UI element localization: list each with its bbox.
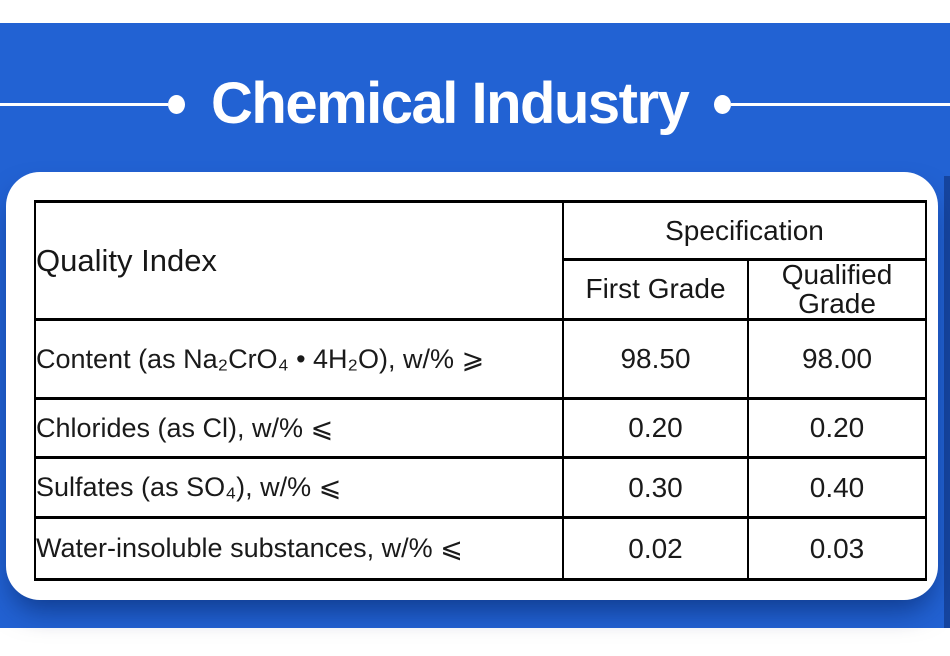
row-label-sulfates: Sulfates (as SO₄), w/% ⩽ [34, 456, 564, 520]
specification-card: Quality Index Specification First Grade … [6, 172, 938, 600]
water-insoluble-first-grade-value: 0.02 [562, 516, 749, 582]
sulfates-first-grade-value: 0.30 [562, 456, 749, 520]
chlorides-qualified-grade-value: 0.20 [746, 397, 928, 460]
water-insoluble-qualified-grade-value: 0.03 [746, 516, 928, 582]
first-grade-column-header: First Grade [562, 257, 749, 322]
table-row-chlorides: Chlorides (as Cl), w/% ⩽ 0.20 0.20 [34, 397, 928, 460]
quality-index-header: Quality Index [34, 199, 564, 322]
row-label-water-insoluble: Water-insoluble substances, w/% ⩽ [34, 516, 564, 582]
content-qualified-grade-value: 98.00 [746, 318, 928, 401]
section-header: Chemical Industry [0, 66, 950, 142]
table-header-row-grades: First Grade Qualified Grade [35, 257, 928, 322]
table-header-row-specification: Quality Index Specification [34, 199, 928, 322]
row-label-content: Content (as Na₂CrO₄ • 4H₂O), w/% ⩾ [34, 318, 564, 401]
right-edge-shadow [944, 176, 950, 628]
table-row-water-insoluble: Water-insoluble substances, w/% ⩽ 0.02 0… [34, 516, 928, 582]
header-rule-left [0, 102, 168, 106]
chlorides-first-grade-value: 0.20 [562, 397, 749, 460]
header-rule-right [731, 102, 950, 106]
page-title: Chemical Industry [211, 71, 690, 136]
specification-header: Specification [561, 200, 928, 261]
specification-table: Quality Index Specification First Grade … [34, 199, 928, 582]
header-dot-right [714, 94, 732, 114]
sulfates-qualified-grade-value: 0.40 [746, 456, 928, 520]
header-dot-left [168, 94, 185, 114]
qualified-grade-column-header: Qualified Grade [746, 257, 928, 322]
table-row-sulfates: Sulfates (as SO₄), w/% ⩽ 0.30 0.40 [34, 456, 928, 520]
table-row-content: Content (as Na₂CrO₄ • 4H₂O), w/% ⩾ 98.50… [34, 318, 928, 401]
row-label-chlorides: Chlorides (as Cl), w/% ⩽ [34, 397, 564, 460]
content-first-grade-value: 98.50 [562, 318, 749, 401]
